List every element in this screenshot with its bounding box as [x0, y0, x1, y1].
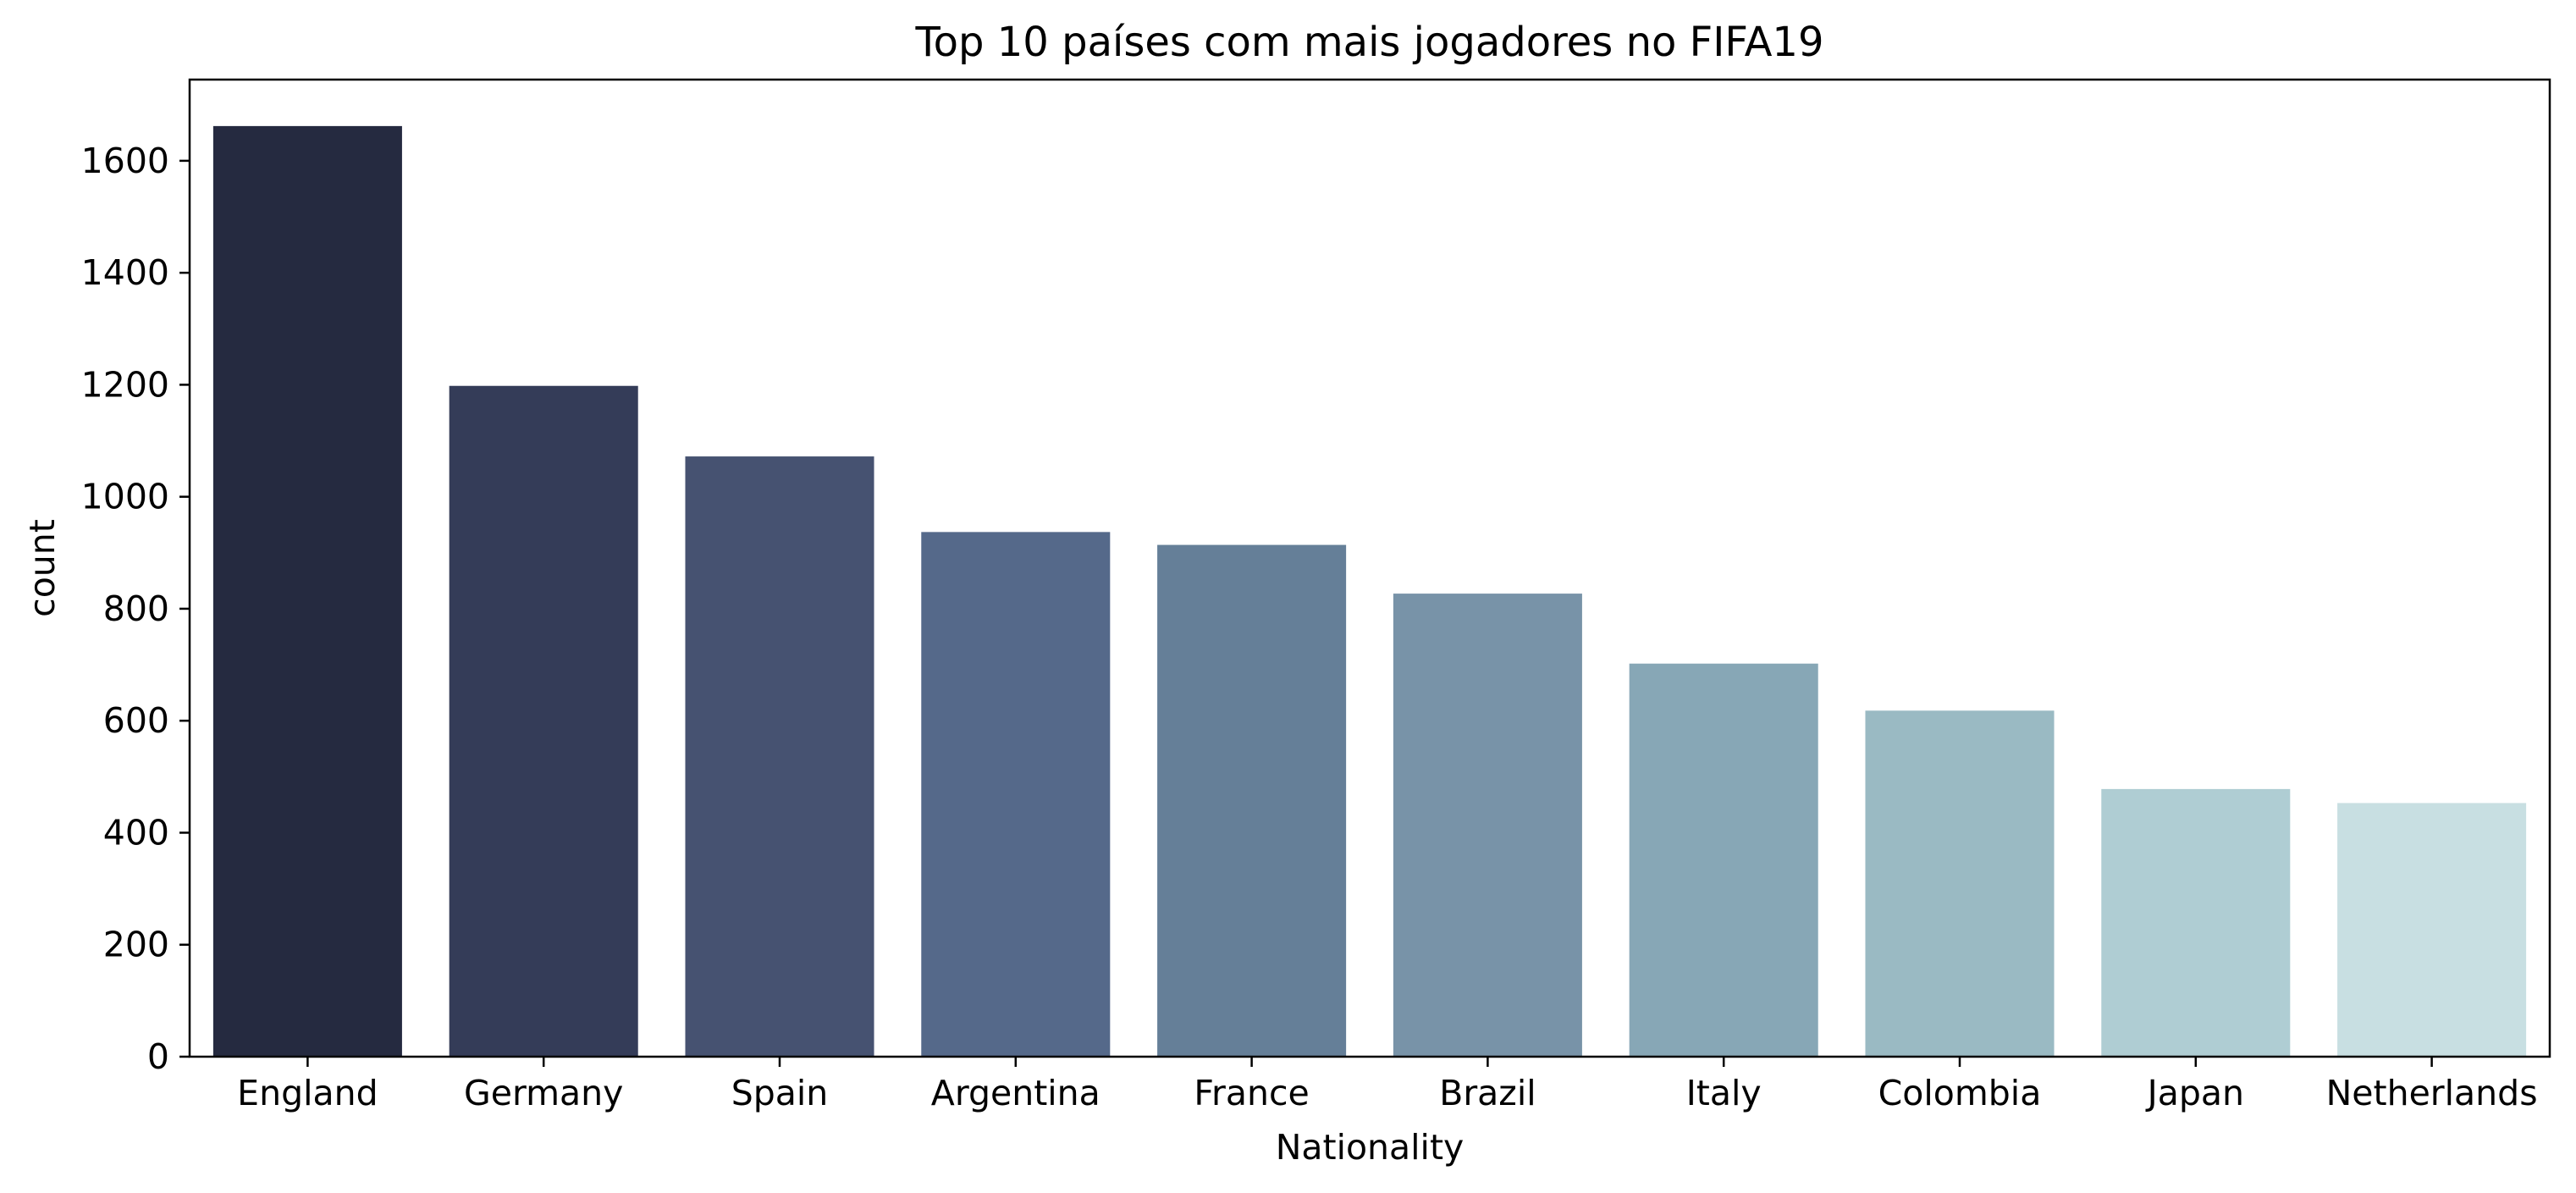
x-axis: England Germany Spain Argentina France Brazil… — [237, 1057, 2538, 1113]
x-tick-label: Japan — [2145, 1073, 2244, 1113]
bar-germany — [449, 385, 638, 1057]
bar-italy — [1629, 663, 1818, 1057]
x-tick-label: Brazil — [1439, 1073, 1536, 1113]
bar-argentina — [921, 532, 1111, 1057]
x-tick-label: England — [237, 1073, 378, 1113]
y-tick-label: 200 — [103, 925, 169, 965]
y-tick-label: 600 — [103, 700, 169, 741]
chart-title: Top 10 países com mais jogadores no FIFA… — [915, 19, 1824, 66]
y-axis: 0 200 400 600 800 1000 1200 1400 1600 — [81, 141, 190, 1077]
x-tick-label: Argentina — [931, 1073, 1100, 1113]
bars-group — [212, 125, 2527, 1057]
y-tick-label: 1400 — [81, 252, 169, 293]
y-axis-label: count — [22, 519, 63, 617]
bar-japan — [2101, 788, 2291, 1057]
y-tick-label: 1200 — [81, 364, 169, 405]
x-tick-label: Colombia — [1878, 1073, 2042, 1113]
bar-france — [1157, 544, 1347, 1057]
y-tick-label: 1600 — [81, 141, 169, 181]
x-tick-label: Spain — [731, 1073, 829, 1113]
x-tick-label: France — [1194, 1073, 1309, 1113]
bar-brazil — [1393, 594, 1582, 1057]
plot-frame — [188, 78, 2551, 1058]
x-tick-label: Germany — [464, 1073, 623, 1113]
bar-colombia — [1865, 710, 2055, 1057]
x-tick-label: Italy — [1686, 1073, 1762, 1113]
y-tick-label: 1000 — [81, 477, 169, 517]
y-tick-label: 800 — [103, 588, 169, 629]
y-tick-label: 0 — [147, 1036, 169, 1077]
bar-netherlands — [2337, 803, 2527, 1057]
x-tick-label: Netherlands — [2326, 1073, 2538, 1113]
x-axis-label: Nationality — [1276, 1127, 1465, 1168]
bar-spain — [685, 456, 874, 1057]
bar-england — [212, 125, 402, 1057]
y-tick-label: 400 — [103, 812, 169, 853]
